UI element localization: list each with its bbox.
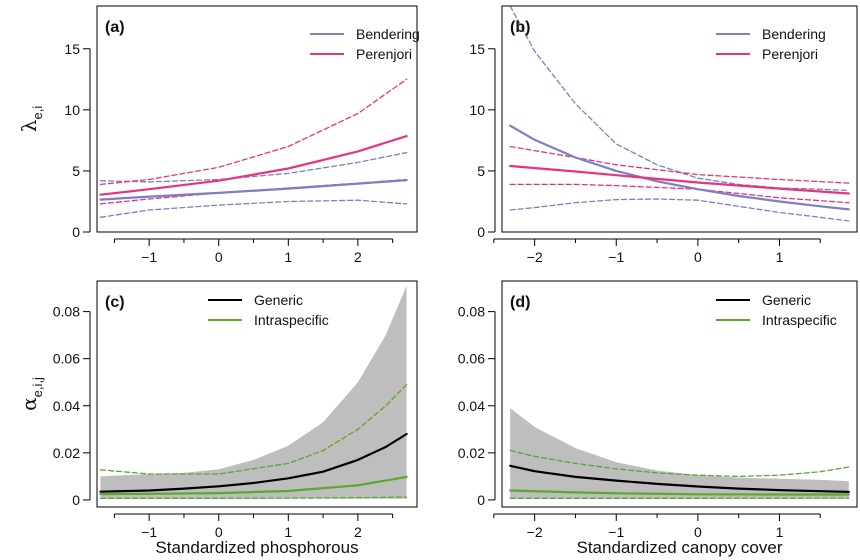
panel-label: (a)	[105, 19, 125, 36]
x-tick-label: −2	[527, 524, 543, 540]
legend-label: Perenjori	[762, 46, 818, 62]
y-tick-label: 0	[72, 492, 80, 508]
y-axis-title: λe,i	[17, 106, 45, 133]
x-tick-label: 2	[354, 249, 362, 265]
confidence-band	[510, 408, 849, 499]
plot-frame	[96, 280, 418, 508]
y-tick-label: 10	[64, 102, 80, 118]
y-tick-label: 0.02	[53, 445, 80, 461]
panel-label: (d)	[510, 294, 530, 311]
panel-c: −1 0 1 2 0 0.02 0.04 0.06 0.08 (c) Generic Intraspe…	[17, 280, 418, 557]
y-tick-label: 0.06	[53, 351, 80, 367]
y-tick-label: 0	[477, 492, 485, 508]
x-tick-label: 1	[776, 524, 784, 540]
ci-line	[509, 198, 850, 222]
series-line	[99, 135, 408, 196]
x-tick-label: 1	[284, 249, 292, 265]
panel-a: −1 0 1 2 0 5 10 15 (a) Bendering Perenjori λe,i	[17, 5, 420, 265]
x-tick-label: −1	[141, 249, 157, 265]
ci-line	[99, 78, 408, 186]
x-tick-label: 0	[694, 249, 702, 265]
plot-frame	[96, 5, 418, 233]
x-tick-label: 0	[215, 524, 223, 540]
series-line	[99, 179, 408, 201]
y-tick-label: 0.04	[53, 398, 80, 414]
ci-line	[509, 145, 850, 184]
x-tick-label: 0	[215, 249, 223, 265]
y-tick-label: 15	[64, 41, 80, 57]
series-line	[99, 432, 408, 493]
y-tick-label: 0	[477, 224, 485, 240]
ci-line	[99, 496, 408, 499]
plot-frame	[501, 5, 858, 233]
x-axis-title: Standardized canopy cover	[576, 538, 782, 557]
x-tick-label: 1	[776, 249, 784, 265]
y-tick-label: 0	[72, 224, 80, 240]
x-tick-label: 0	[694, 524, 702, 540]
y-tick-label: 0.02	[458, 445, 485, 461]
y-tick-label: 5	[72, 163, 80, 179]
y-tick-label: 10	[469, 102, 485, 118]
series-line	[509, 464, 850, 493]
panel-label: (c)	[105, 294, 125, 311]
x-tick-label: −1	[608, 524, 624, 540]
ci-line	[509, 449, 850, 478]
panel-d: −2 −1 0 1 0 0.02 0.04 0.06 0.08 (d) Generic Intrasp…	[458, 280, 858, 557]
ci-line	[99, 383, 408, 475]
legend-label: Bendering	[356, 26, 420, 42]
x-tick-label: −1	[141, 524, 157, 540]
y-tick-label: 0.04	[458, 398, 485, 414]
x-tick-label: 1	[284, 524, 292, 540]
ci-line	[509, 183, 850, 204]
y-tick-label: 0.06	[458, 351, 485, 367]
legend-label: Generic	[254, 292, 303, 308]
y-tick-label: 0.08	[53, 304, 80, 320]
series-line	[99, 475, 408, 496]
plot-frame	[501, 280, 858, 508]
series-line	[509, 489, 850, 496]
x-axis-title: Standardized phosphorous	[155, 538, 358, 557]
legend-label: Intraspecific	[254, 312, 329, 328]
y-tick-label: 15	[469, 41, 485, 57]
y-tick-label: 5	[477, 163, 485, 179]
legend-label: Intraspecific	[762, 312, 837, 328]
x-tick-label: −1	[608, 249, 624, 265]
legend-label: Perenjori	[356, 46, 412, 62]
panel-label: (b)	[510, 19, 530, 36]
x-tick-label: −2	[527, 249, 543, 265]
y-axis-title: αe,i,j	[17, 377, 45, 411]
x-tick-label: 2	[354, 524, 362, 540]
legend-label: Bendering	[762, 26, 826, 42]
ci-line	[99, 151, 408, 183]
y-tick-label: 0.08	[458, 304, 485, 320]
ci-line	[99, 199, 408, 218]
series-line	[509, 124, 850, 211]
series-line	[509, 164, 850, 195]
legend-label: Generic	[762, 292, 811, 308]
